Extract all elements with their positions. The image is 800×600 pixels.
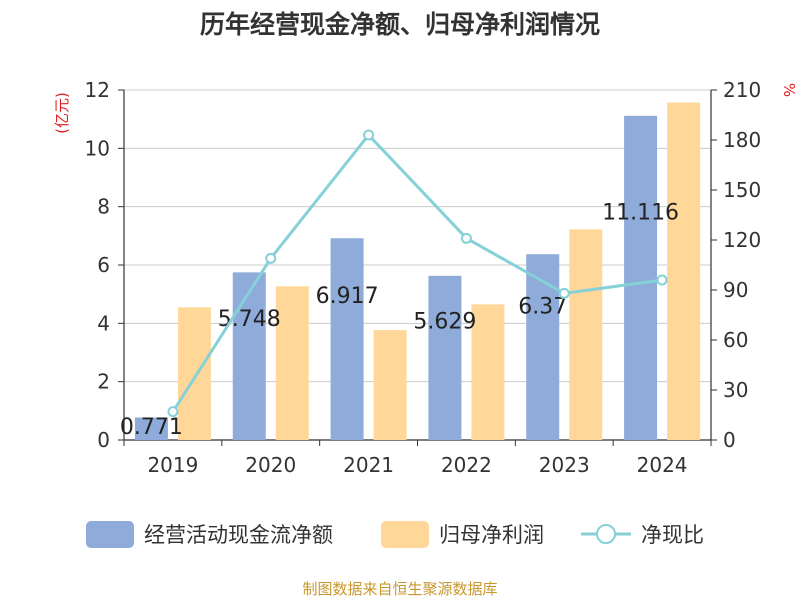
y-right-axis-label: % xyxy=(780,83,798,97)
x-tick-label: 2022 xyxy=(441,453,492,477)
y-left-axis-label: (亿元) xyxy=(53,92,71,134)
legend-label: 经营活动现金流净额 xyxy=(144,523,333,547)
y-right-tick-label: 180 xyxy=(723,128,761,152)
bar-net-profit xyxy=(569,229,603,440)
line-point xyxy=(363,129,375,141)
legend-swatch-net-profit xyxy=(381,521,429,548)
bar-operating-cash-flow xyxy=(624,115,658,441)
bar-operating-cash-flow xyxy=(526,254,560,440)
line-point xyxy=(265,252,277,264)
y-right-tick-label: 150 xyxy=(723,178,761,202)
legend-label: 净现比 xyxy=(641,523,704,547)
legend-swatch-marker xyxy=(596,524,616,544)
line-point xyxy=(558,287,570,299)
y-left-tick-label: 4 xyxy=(97,311,110,335)
data-label: 5.748 xyxy=(218,307,281,332)
line-point xyxy=(460,232,472,244)
data-label: 6.917 xyxy=(316,284,379,309)
bar-operating-cash-flow xyxy=(232,272,266,440)
y-right-tick-label: 30 xyxy=(723,378,748,402)
x-tick-label: 2019 xyxy=(147,453,198,477)
data-label: 5.629 xyxy=(413,309,476,334)
y-left-tick-label: 12 xyxy=(85,78,110,102)
source-footer: 制图数据来自恒生聚源数据库 xyxy=(302,580,498,598)
y-left-tick-label: 2 xyxy=(97,370,110,394)
bar-operating-cash-flow xyxy=(134,417,168,440)
bar-net-profit xyxy=(275,286,309,440)
x-tick-label: 2024 xyxy=(637,453,688,477)
y-left-tick-label: 6 xyxy=(97,253,110,277)
data-label: 11.116 xyxy=(602,201,679,226)
x-tick-label: 2020 xyxy=(245,453,296,477)
bar-net-profit xyxy=(373,330,407,440)
bar-operating-cash-flow xyxy=(428,275,462,440)
x-tick-label: 2021 xyxy=(343,453,394,477)
y-right-tick-label: 0 xyxy=(723,428,736,452)
line-point xyxy=(167,406,179,418)
data-label: 6.37 xyxy=(518,295,567,320)
y-left-tick-label: 10 xyxy=(85,136,110,160)
x-tick-label: 2023 xyxy=(539,453,590,477)
y-right-tick-label: 210 xyxy=(723,78,761,102)
y-left-tick-label: 0 xyxy=(97,428,110,452)
bar-net-profit xyxy=(471,304,505,440)
y-right-tick-label: 120 xyxy=(723,228,761,252)
bar-net-profit xyxy=(667,102,701,441)
y-left-tick-label: 8 xyxy=(97,195,110,219)
legend-swatch-operating-cash-flow xyxy=(86,521,134,548)
y-right-tick-label: 60 xyxy=(723,328,748,352)
line-point xyxy=(656,274,668,286)
bar-operating-cash-flow xyxy=(330,238,364,440)
data-label: 0.771 xyxy=(120,415,183,440)
legend-label: 归母净利润 xyxy=(439,523,544,547)
bar-net-profit xyxy=(177,307,211,440)
chart-title: 历年经营现金净额、归母净利润情况 xyxy=(199,10,600,39)
y-right-tick-label: 90 xyxy=(723,278,748,302)
line-net-cash-ratio xyxy=(171,132,663,413)
